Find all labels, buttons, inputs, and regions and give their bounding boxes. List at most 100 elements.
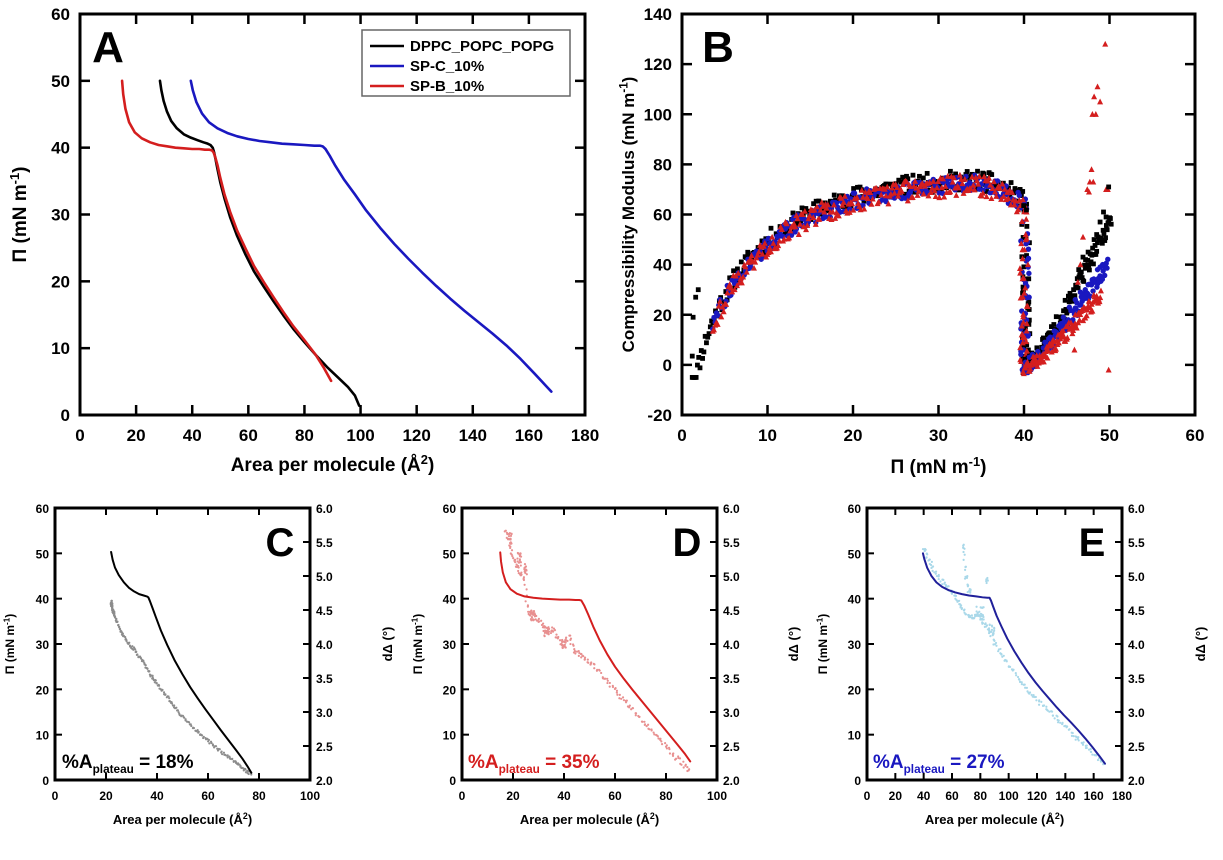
marker-triangle bbox=[864, 195, 871, 202]
marker-triangle bbox=[970, 181, 977, 188]
marker-triangle bbox=[883, 192, 890, 199]
scatter-point bbox=[226, 754, 229, 757]
scatter-point bbox=[577, 650, 580, 653]
x-tick-label: 100 bbox=[346, 426, 374, 445]
marker-triangle bbox=[1074, 278, 1081, 285]
scatter-point bbox=[664, 742, 667, 745]
scatter-point bbox=[620, 697, 623, 700]
marker-triangle bbox=[750, 264, 757, 271]
y-tick-label: 20 bbox=[51, 272, 70, 291]
marker-square bbox=[1092, 243, 1098, 248]
marker-circle bbox=[1077, 289, 1084, 295]
marker-triangle bbox=[850, 206, 857, 213]
scatter-point bbox=[1059, 721, 1062, 724]
scatter-point bbox=[1051, 714, 1055, 717]
scatter-point bbox=[653, 733, 656, 736]
marker-square bbox=[1075, 285, 1081, 291]
marker-triangle bbox=[1079, 233, 1086, 240]
marker-square bbox=[1020, 189, 1026, 194]
marker-square bbox=[1067, 297, 1073, 303]
y2-tick-label: 2.0 bbox=[1128, 774, 1145, 788]
marker-square bbox=[1099, 237, 1104, 243]
scatter-point bbox=[546, 626, 549, 630]
x-axis-title: Area per molecule (Å2) bbox=[113, 811, 252, 827]
marker-triangle bbox=[925, 192, 932, 199]
marker-triangle bbox=[988, 195, 995, 202]
scatter-point bbox=[168, 697, 171, 700]
x-tick-label: 40 bbox=[183, 426, 202, 445]
marker-triangle bbox=[812, 221, 819, 227]
marker-square bbox=[1086, 262, 1091, 268]
y-tick-label: 0 bbox=[61, 406, 70, 425]
marker-square bbox=[1081, 279, 1087, 284]
marker-triangle bbox=[947, 188, 954, 195]
marker-square bbox=[1071, 287, 1076, 293]
scatter-point bbox=[556, 637, 559, 640]
plot-content bbox=[109, 550, 253, 776]
marker-square bbox=[1008, 180, 1014, 185]
marker-triangle bbox=[1060, 327, 1067, 334]
marker-triangle bbox=[1016, 265, 1023, 271]
y2-tick-label: 5.0 bbox=[1128, 570, 1145, 584]
panel-a: 0 20 40 60 80 100 120 140 160 180 0 10 20 30 40 50 60 Are… bbox=[0, 0, 610, 480]
y2-tick-label: 3.0 bbox=[1128, 706, 1145, 720]
marker-triangle bbox=[795, 231, 802, 237]
scatter-point bbox=[933, 571, 936, 574]
marker-square bbox=[1093, 252, 1099, 257]
marker-triangle bbox=[1019, 275, 1026, 282]
scatter-point bbox=[153, 681, 156, 684]
marker-square bbox=[851, 186, 857, 191]
marker-triangle bbox=[955, 184, 962, 191]
plot-content bbox=[499, 529, 692, 773]
scatter-point bbox=[1020, 683, 1023, 686]
x-tick-label: 120 bbox=[402, 426, 430, 445]
marker-triangle bbox=[891, 189, 898, 196]
marker-square bbox=[1091, 237, 1097, 242]
marker-square bbox=[937, 182, 943, 188]
x-tick-label: 50 bbox=[1100, 426, 1119, 445]
marker-triangle bbox=[1023, 338, 1030, 345]
scatter-point bbox=[615, 691, 618, 694]
marker-square bbox=[905, 176, 911, 182]
scatter-point bbox=[978, 610, 981, 613]
marker-circle bbox=[1066, 304, 1073, 310]
scatter-point bbox=[509, 534, 513, 537]
marker-square bbox=[1072, 293, 1078, 299]
marker-square bbox=[1022, 356, 1028, 362]
marker-square bbox=[704, 340, 709, 346]
scatter-point bbox=[135, 650, 138, 653]
scatter-point bbox=[682, 766, 685, 769]
scatter-point bbox=[587, 661, 590, 664]
marker-square bbox=[924, 170, 930, 176]
marker-triangle bbox=[1097, 294, 1104, 301]
marker-triangle bbox=[761, 239, 768, 246]
scatter-point bbox=[573, 649, 576, 653]
scatter-point bbox=[1011, 669, 1014, 672]
marker-triangle bbox=[1019, 246, 1026, 253]
marker-triangle bbox=[1052, 345, 1059, 352]
scatter-point bbox=[963, 568, 967, 571]
plateau-annotation: %Aplateau = 27% bbox=[873, 752, 1005, 776]
marker-triangle bbox=[858, 187, 865, 193]
marker-triangle bbox=[718, 313, 725, 320]
scatter-point bbox=[211, 743, 214, 746]
marker-square bbox=[861, 198, 867, 204]
scatter-point bbox=[525, 573, 528, 576]
y2-tick-label: 2.0 bbox=[316, 774, 333, 788]
marker-triangle bbox=[868, 200, 875, 207]
scatter-point bbox=[954, 594, 957, 597]
y-axis-title: Π (mN m-1) bbox=[7, 167, 31, 263]
scatter-point bbox=[155, 682, 158, 685]
scatter-point bbox=[188, 721, 191, 724]
marker-square bbox=[964, 169, 970, 174]
marker-triangle bbox=[1040, 358, 1047, 365]
x-tick-label: 20 bbox=[506, 789, 520, 803]
y-tick-label: 20 bbox=[443, 683, 457, 697]
marker-square bbox=[813, 198, 819, 204]
scatter-point bbox=[1091, 753, 1094, 756]
marker-circle bbox=[851, 190, 858, 196]
scatter-point bbox=[659, 737, 662, 740]
marker-triangle bbox=[867, 189, 874, 196]
scatter-point bbox=[1003, 659, 1006, 662]
marker-triangle bbox=[778, 226, 785, 233]
